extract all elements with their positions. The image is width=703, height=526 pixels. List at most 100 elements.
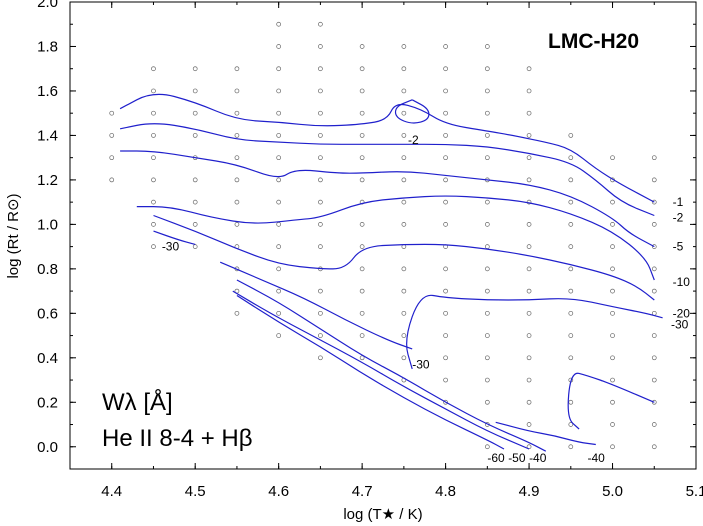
model-grid-point [318, 310, 323, 316]
model-grid-point [651, 355, 657, 361]
model-grid-point [401, 355, 407, 361]
model-grid-point [484, 88, 490, 94]
contour-label: -30 [412, 357, 430, 371]
model-grid-point [610, 288, 615, 294]
model-grid-point [484, 310, 490, 316]
model-grid-point [318, 155, 323, 161]
contour-line [567, 372, 655, 430]
model-grid-point [610, 266, 615, 272]
model-grid-point [359, 199, 365, 205]
y-tick-label: 0.6 [37, 305, 58, 322]
model-grid-point [276, 133, 282, 138]
model-grid-point [568, 355, 574, 361]
model-grid-point [443, 310, 448, 316]
model-grid-point [484, 66, 490, 72]
model-grid-point [359, 333, 365, 338]
model-grid-point [484, 133, 490, 138]
contour-label: -2 [673, 211, 684, 225]
model-grid-point [276, 177, 282, 183]
model-grid-point [484, 266, 490, 272]
model-grid-point [651, 444, 657, 450]
y-tick-label: 1.8 [37, 38, 58, 55]
model-grid-point [651, 333, 657, 338]
y-tick-label: 1.0 [37, 216, 58, 233]
y-axis-ticks: 0.0 0.2 0.4 0.6 0.8 1.0 1.2 1.4 1.6 1.8 2.0 [37, 0, 696, 470]
y-axis-title: log (Rt / R⊙) [5, 193, 22, 278]
model-grid-point [276, 199, 282, 205]
model-grid-point [151, 222, 156, 227]
contour-label: -1 [673, 195, 684, 209]
model-grid-point [234, 177, 240, 183]
model-grid-point [651, 377, 657, 383]
model-grid-point [401, 110, 407, 116]
contour-label: -10 [673, 275, 691, 289]
model-grid-point [443, 377, 448, 383]
model-grid-point [651, 399, 657, 405]
contours [119, 93, 663, 452]
model-grid-point [192, 88, 198, 94]
model-grid-point [234, 222, 240, 227]
model-grid-point [359, 88, 365, 94]
y-tick-label: 0.2 [37, 394, 58, 411]
model-grid-point [443, 88, 448, 94]
model-grid-point [610, 222, 615, 227]
model-grid-point [151, 110, 156, 116]
model-grid-point [401, 310, 407, 316]
model-grid-point [526, 399, 532, 405]
model-grid-point [276, 266, 282, 272]
model-grid-point [151, 155, 156, 161]
model-grid-point [484, 355, 490, 361]
contour-line [236, 279, 547, 452]
model-grid-point [276, 244, 282, 249]
model-grid-point [610, 377, 615, 383]
model-grid-point [526, 155, 532, 161]
x-tick-label: 4.7 [352, 483, 373, 500]
contour-line [153, 214, 655, 301]
plot-frame [69, 1, 697, 470]
x-tick-label: 4.6 [268, 483, 289, 500]
model-grid-point [192, 222, 198, 227]
model-grid-point [526, 355, 532, 361]
model-grid-point [484, 333, 490, 338]
model-grid-point [109, 110, 115, 116]
model-grid-point [318, 199, 323, 205]
model-grid-point [443, 133, 448, 138]
model-grid-point [443, 399, 448, 405]
model-grid-point [151, 88, 156, 94]
contour-label: -30 [162, 240, 180, 254]
model-grid-point [401, 133, 407, 138]
model-grid-point [484, 244, 490, 249]
model-grid-point [234, 133, 240, 138]
model-grid-point [318, 21, 323, 27]
model-grid-point [276, 288, 282, 294]
legend-line-2: He II 8-4 + Hβ [102, 425, 253, 452]
contour-label: -2 [408, 133, 419, 147]
model-grid-point [443, 355, 448, 361]
model-grid-point [526, 422, 532, 427]
model-grid-point [651, 177, 657, 183]
model-grid-point [359, 244, 365, 249]
model-grid-point [610, 244, 615, 249]
model-grid-point [359, 133, 365, 138]
y-tick-label: 2.0 [37, 0, 58, 11]
contour-line [495, 421, 596, 446]
contour-line [232, 290, 530, 450]
contour-line [119, 93, 655, 203]
model-grid-point [526, 88, 532, 94]
model-grid-point [610, 399, 615, 405]
model-grid-point [318, 355, 323, 361]
x-axis-ticks: 4.4 4.5 4.6 4.7 4.8 4.9 5.0 5.1 [69, 2, 703, 500]
model-grid-point [610, 155, 615, 161]
model-grid-point [651, 199, 657, 205]
model-grid-point [151, 177, 156, 183]
model-grid-point [401, 88, 407, 94]
model-grid-point [359, 310, 365, 316]
model-grid-point [568, 155, 574, 161]
model-grid-point [526, 66, 532, 72]
model-grid-point [234, 199, 240, 205]
model-grid-point [109, 177, 115, 183]
contour-line [406, 294, 663, 370]
y-tick-label: 0.8 [37, 261, 58, 278]
model-grid-point [568, 288, 574, 294]
contour-label: -40 [529, 451, 547, 465]
